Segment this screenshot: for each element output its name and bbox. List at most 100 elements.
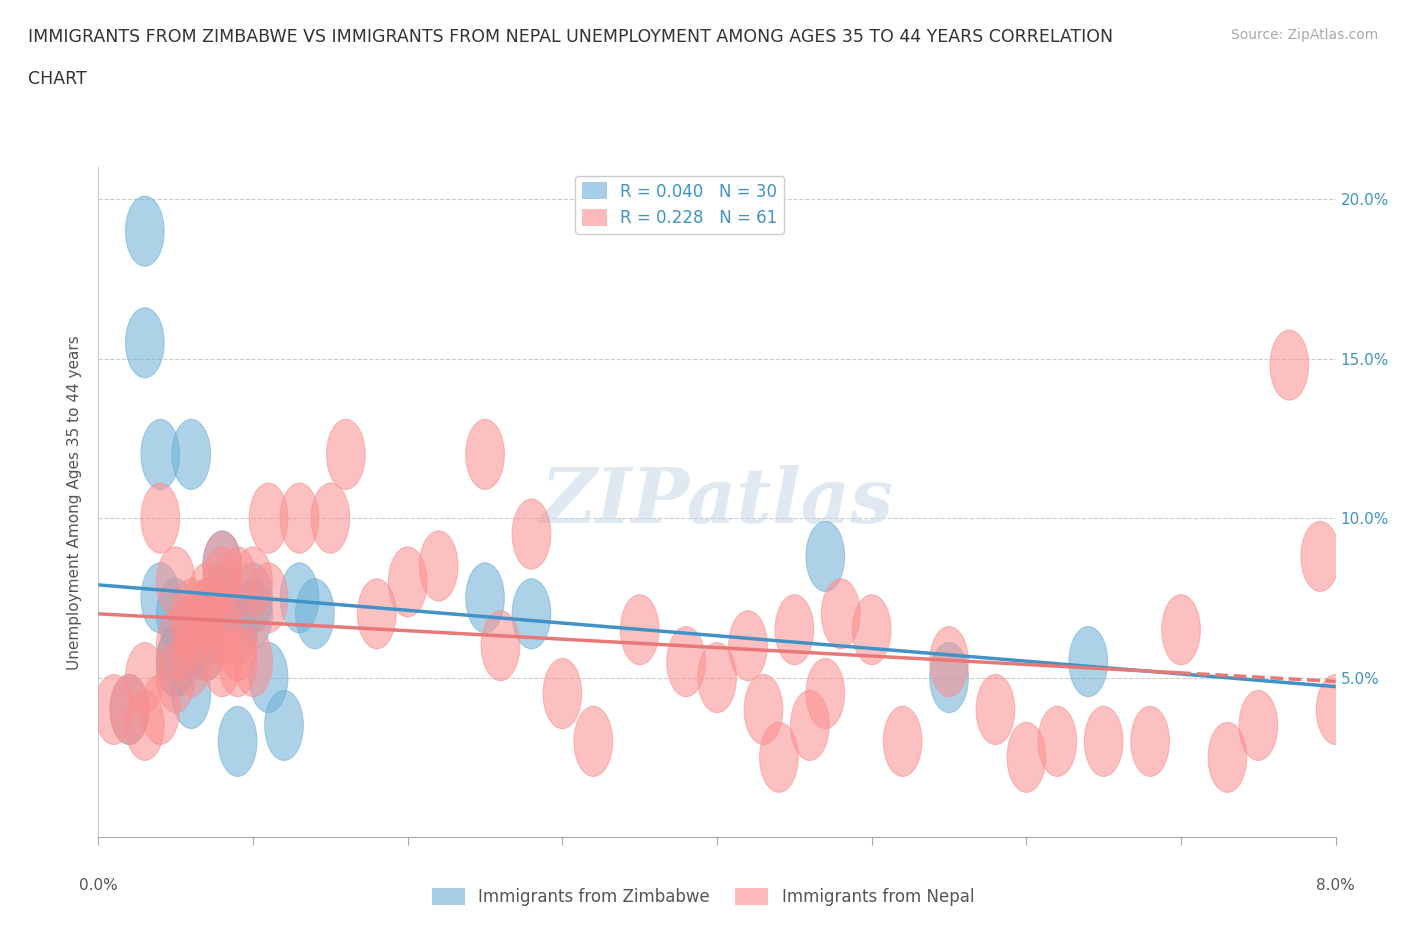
Ellipse shape [141, 483, 180, 553]
Ellipse shape [728, 611, 768, 681]
Ellipse shape [790, 690, 830, 761]
Ellipse shape [218, 594, 257, 665]
Legend: Immigrants from Zimbabwe, Immigrants from Nepal: Immigrants from Zimbabwe, Immigrants fro… [425, 881, 981, 912]
Ellipse shape [1038, 706, 1077, 777]
Ellipse shape [156, 643, 195, 712]
Ellipse shape [1130, 706, 1170, 777]
Ellipse shape [666, 627, 706, 697]
Ellipse shape [233, 547, 273, 617]
Ellipse shape [249, 643, 288, 712]
Ellipse shape [218, 611, 257, 681]
Ellipse shape [388, 547, 427, 617]
Ellipse shape [94, 674, 134, 745]
Ellipse shape [1208, 723, 1247, 792]
Ellipse shape [141, 674, 180, 745]
Ellipse shape [1069, 627, 1108, 697]
Ellipse shape [218, 547, 257, 617]
Ellipse shape [883, 706, 922, 777]
Ellipse shape [172, 419, 211, 489]
Ellipse shape [202, 531, 242, 601]
Ellipse shape [620, 594, 659, 665]
Ellipse shape [1007, 723, 1046, 792]
Ellipse shape [125, 643, 165, 712]
Ellipse shape [465, 563, 505, 633]
Ellipse shape [187, 611, 226, 681]
Ellipse shape [821, 578, 860, 649]
Ellipse shape [141, 563, 180, 633]
Ellipse shape [1301, 522, 1340, 591]
Ellipse shape [110, 674, 149, 745]
Ellipse shape [295, 578, 335, 649]
Ellipse shape [187, 594, 226, 665]
Ellipse shape [806, 658, 845, 728]
Y-axis label: Unemployment Among Ages 35 to 44 years: Unemployment Among Ages 35 to 44 years [67, 335, 83, 670]
Ellipse shape [1161, 594, 1201, 665]
Text: 0.0%: 0.0% [79, 879, 118, 894]
Ellipse shape [156, 547, 195, 617]
Ellipse shape [249, 563, 288, 633]
Ellipse shape [419, 531, 458, 601]
Ellipse shape [697, 643, 737, 712]
Ellipse shape [249, 483, 288, 553]
Legend: R = 0.040   N = 30, R = 0.228   N = 61: R = 0.040 N = 30, R = 0.228 N = 61 [575, 176, 785, 233]
Ellipse shape [852, 594, 891, 665]
Ellipse shape [202, 627, 242, 697]
Ellipse shape [280, 563, 319, 633]
Ellipse shape [156, 578, 195, 649]
Text: 8.0%: 8.0% [1316, 879, 1355, 894]
Ellipse shape [465, 419, 505, 489]
Ellipse shape [311, 483, 350, 553]
Ellipse shape [1239, 690, 1278, 761]
Ellipse shape [156, 627, 195, 697]
Ellipse shape [141, 419, 180, 489]
Ellipse shape [125, 196, 165, 266]
Text: IMMIGRANTS FROM ZIMBABWE VS IMMIGRANTS FROM NEPAL UNEMPLOYMENT AMONG AGES 35 TO : IMMIGRANTS FROM ZIMBABWE VS IMMIGRANTS F… [28, 28, 1114, 46]
Ellipse shape [172, 658, 211, 728]
Ellipse shape [202, 594, 242, 665]
Ellipse shape [543, 658, 582, 728]
Ellipse shape [202, 531, 242, 601]
Ellipse shape [929, 643, 969, 712]
Ellipse shape [744, 674, 783, 745]
Ellipse shape [280, 483, 319, 553]
Ellipse shape [202, 563, 242, 633]
Ellipse shape [233, 578, 273, 649]
Ellipse shape [976, 674, 1015, 745]
Ellipse shape [233, 563, 273, 633]
Ellipse shape [202, 547, 242, 617]
Ellipse shape [125, 308, 165, 378]
Ellipse shape [512, 578, 551, 649]
Ellipse shape [357, 578, 396, 649]
Ellipse shape [1316, 674, 1355, 745]
Ellipse shape [125, 690, 165, 761]
Ellipse shape [264, 690, 304, 761]
Ellipse shape [806, 522, 845, 591]
Ellipse shape [187, 563, 226, 633]
Ellipse shape [759, 723, 799, 792]
Ellipse shape [187, 578, 226, 649]
Text: Source: ZipAtlas.com: Source: ZipAtlas.com [1230, 28, 1378, 42]
Ellipse shape [512, 499, 551, 569]
Ellipse shape [172, 594, 211, 665]
Ellipse shape [1084, 706, 1123, 777]
Ellipse shape [187, 611, 226, 681]
Ellipse shape [775, 594, 814, 665]
Ellipse shape [1270, 330, 1309, 400]
Text: CHART: CHART [28, 70, 87, 87]
Ellipse shape [218, 627, 257, 697]
Ellipse shape [929, 627, 969, 697]
Ellipse shape [110, 674, 149, 745]
Ellipse shape [156, 611, 195, 681]
Ellipse shape [172, 578, 211, 649]
Text: ZIPatlas: ZIPatlas [540, 465, 894, 539]
Ellipse shape [233, 627, 273, 697]
Ellipse shape [218, 706, 257, 777]
Ellipse shape [326, 419, 366, 489]
Ellipse shape [481, 611, 520, 681]
Ellipse shape [172, 611, 211, 681]
Ellipse shape [172, 627, 211, 697]
Ellipse shape [172, 594, 211, 665]
Ellipse shape [187, 578, 226, 649]
Ellipse shape [574, 706, 613, 777]
Ellipse shape [156, 627, 195, 697]
